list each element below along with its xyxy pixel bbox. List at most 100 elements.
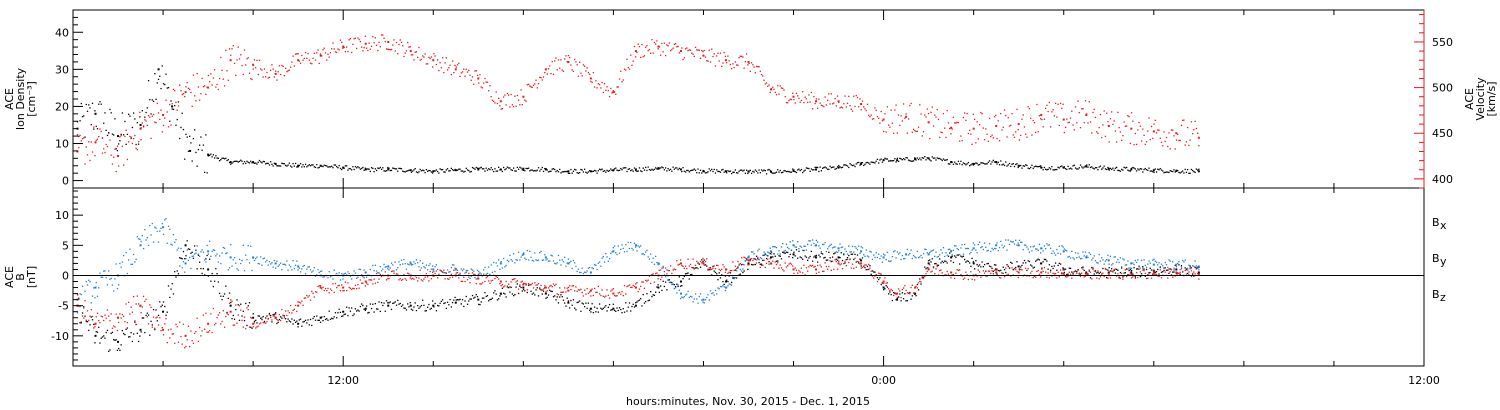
bz-series-dot	[357, 283, 359, 286]
bz-series-point	[634, 286, 637, 289]
density-series-dot	[956, 163, 958, 165]
density-series-dot	[554, 168, 556, 171]
bz-series-dot	[126, 321, 129, 324]
bx-series-dot	[410, 308, 413, 310]
density-series-dot	[995, 161, 997, 163]
velocity-series-dot	[233, 62, 236, 65]
velocity-series-dot	[438, 70, 440, 72]
by-series-dot	[1179, 269, 1181, 271]
velocity-series-dot	[721, 65, 723, 68]
velocity-series-dot	[123, 164, 125, 166]
density-series-dot	[95, 125, 97, 128]
bz-series-dot	[638, 288, 641, 290]
by-series-dot	[203, 259, 206, 261]
bz-series-dot	[825, 265, 828, 268]
bz-series-dot	[314, 291, 317, 293]
bz-series-point	[207, 322, 210, 325]
by-series-dot	[99, 272, 101, 274]
velocity-series-dot	[764, 83, 766, 85]
velocity-series-dot	[111, 163, 114, 165]
density-series-dot	[1012, 163, 1014, 165]
bz-series-dot	[1125, 275, 1128, 278]
bx-series-dot	[653, 294, 656, 297]
velocity-series-dot	[845, 106, 847, 108]
velocity-series-dot	[830, 93, 832, 95]
bz-series-dot	[911, 284, 913, 287]
bz-series-dot	[702, 257, 704, 260]
bx-series-dot	[395, 304, 398, 306]
by-series-dot	[448, 271, 450, 273]
velocity-series-dot	[810, 91, 813, 94]
density-series-dot	[940, 158, 942, 161]
bz-series-dot	[397, 273, 399, 275]
bx-series-dot	[454, 296, 456, 299]
by-series-dot	[1069, 257, 1072, 259]
velocity-series-dot	[1150, 125, 1153, 128]
velocity-series-dot	[873, 118, 875, 120]
by-series-dot	[311, 271, 313, 273]
by-series-dot	[294, 264, 297, 266]
density-series-point	[1085, 165, 1088, 168]
by-series-dot	[451, 264, 454, 266]
density-series-dot	[607, 170, 609, 172]
bz-series-dot	[1031, 270, 1033, 272]
bz-series-point	[184, 334, 187, 337]
density-series-dot	[790, 171, 793, 173]
bz-series-dot	[109, 320, 111, 322]
density-series-point	[860, 162, 863, 165]
bz-series-dot	[298, 301, 300, 303]
bz-series-dot	[896, 296, 899, 299]
by-series-dot	[260, 256, 262, 258]
by-series-dot	[263, 257, 266, 259]
bz-series-dot	[820, 266, 823, 268]
velocity-series-dot	[126, 158, 129, 161]
bx-series-dot	[929, 259, 931, 261]
density-series-dot	[1113, 169, 1115, 171]
bz-series-dot	[352, 287, 354, 290]
density-series-dot	[622, 167, 624, 169]
bz-series-dot	[408, 273, 410, 275]
velocity-series-dot	[961, 139, 963, 142]
bx-series-dot	[753, 258, 755, 260]
density-series-dot	[292, 163, 294, 165]
density-series-dot	[585, 171, 587, 173]
by-series-dot	[142, 247, 145, 250]
bz-series-dot	[527, 282, 530, 285]
density-series-dot	[509, 167, 511, 169]
by-series-dot	[114, 278, 116, 280]
by-series-point	[1197, 265, 1200, 268]
bx-series-dot	[140, 331, 142, 333]
by-series-dot	[150, 234, 152, 236]
density-series-dot	[600, 169, 602, 171]
bz-series-dot	[225, 315, 227, 318]
bx-series-dot	[278, 318, 281, 321]
velocity-series-dot	[212, 77, 215, 79]
bx-series-dot	[99, 342, 101, 344]
by-series-dot	[1193, 265, 1195, 268]
bz-series-dot	[478, 273, 480, 275]
density-series-dot	[333, 164, 335, 166]
bz-series-dot	[403, 273, 405, 276]
by-series-dot	[464, 272, 466, 274]
by-series-dot	[227, 269, 229, 271]
by-series-dot	[738, 264, 740, 266]
velocity-series-dot	[662, 51, 664, 53]
by-series-dot	[936, 256, 938, 258]
bz-series-dot	[205, 312, 207, 314]
by-series-dot	[804, 245, 806, 248]
bz-series-dot	[721, 268, 723, 270]
bx-series-dot	[118, 347, 120, 350]
bx-series-dot	[93, 323, 95, 326]
bx-series-point	[342, 310, 345, 313]
left-tick-label: -5	[58, 300, 69, 313]
velocity-series-dot	[800, 99, 803, 102]
by-series-dot	[240, 262, 242, 265]
bz-series-dot	[1182, 270, 1184, 273]
bx-series-dot	[459, 298, 461, 301]
density-series-dot	[156, 82, 158, 84]
velocity-series-dot	[257, 73, 259, 76]
bz-series-dot	[164, 323, 166, 325]
bx-series-dot	[1097, 271, 1099, 273]
bz-series-dot	[770, 263, 773, 265]
bz-series-dot	[1117, 273, 1119, 275]
